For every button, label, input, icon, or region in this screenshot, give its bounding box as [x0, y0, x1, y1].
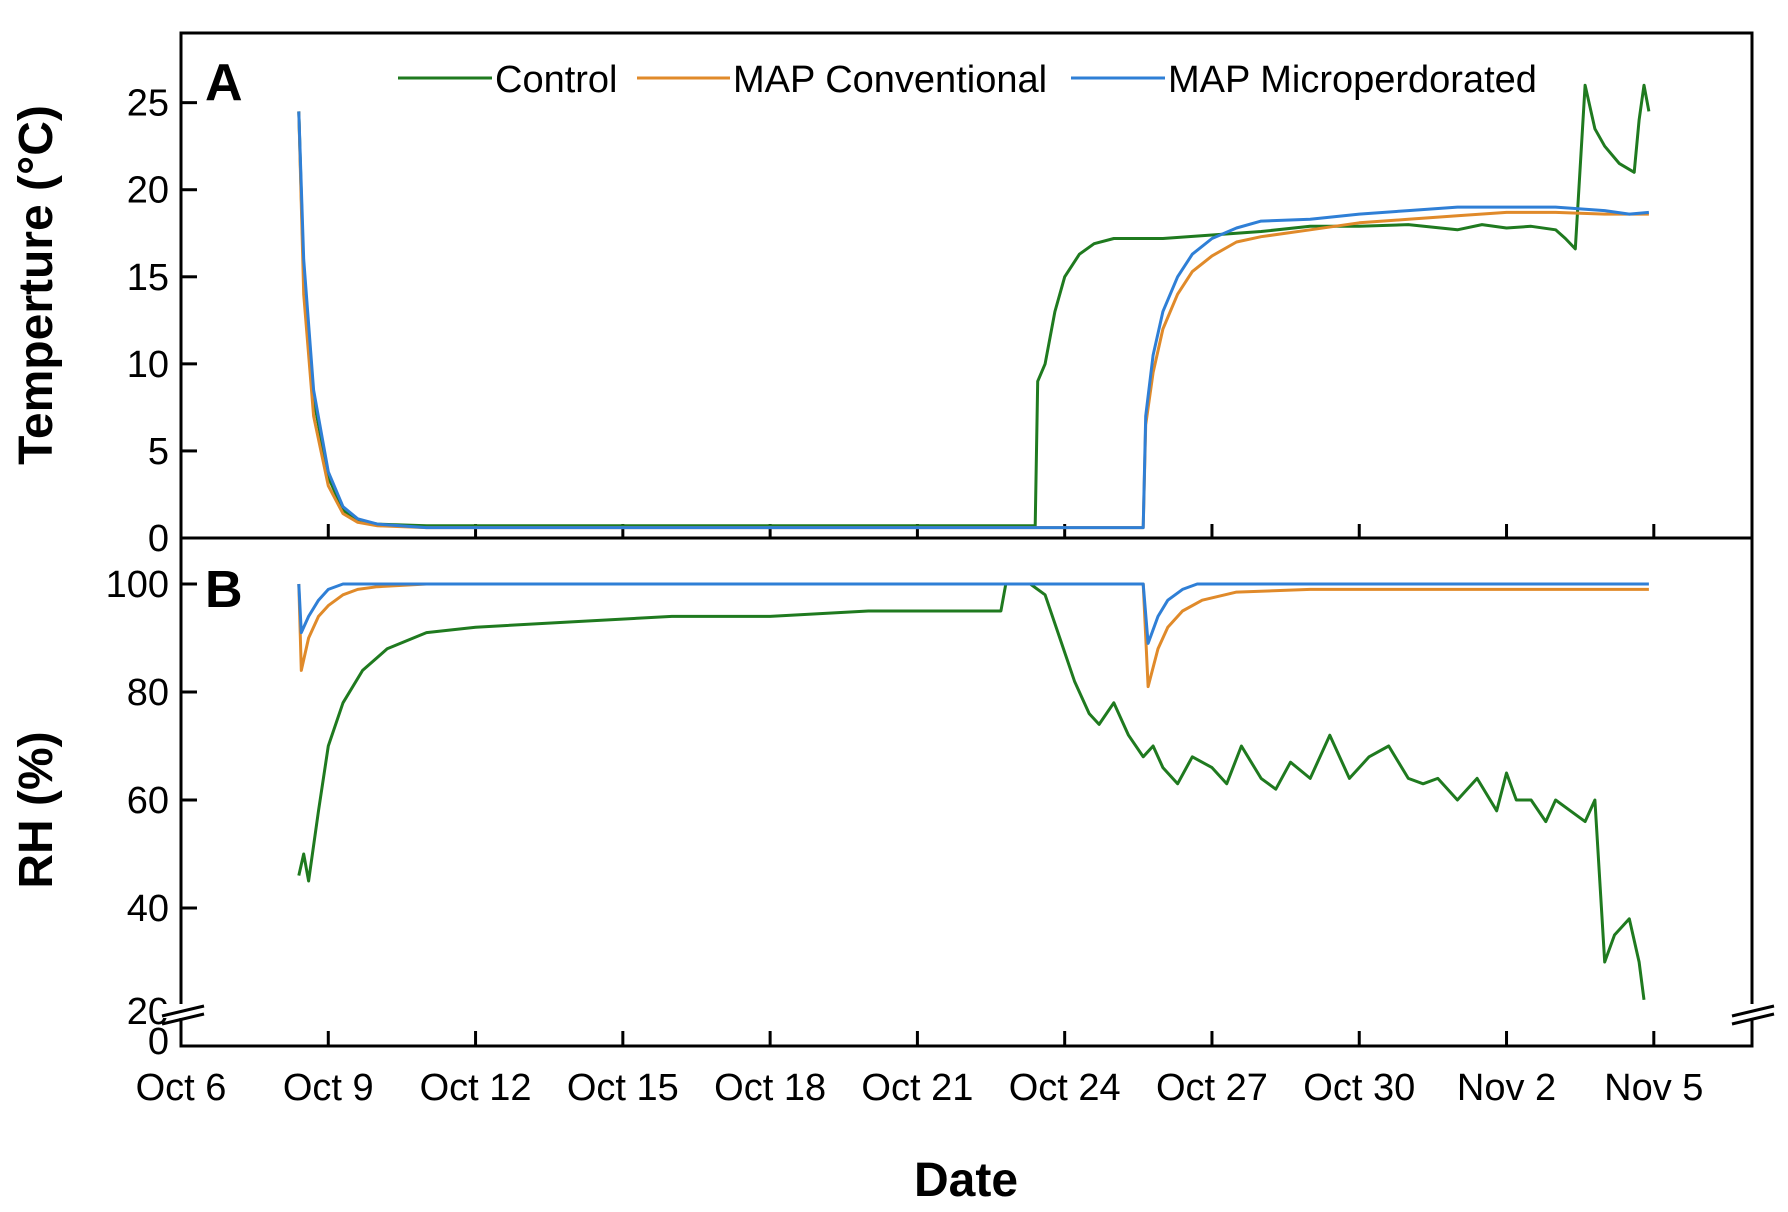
- panel-a-y-tick-label: 0: [148, 518, 169, 560]
- panel-a: A Temperture (°C) 0 5 10 15 20 25: [10, 31, 1754, 560]
- panel-b-y-tick-label: 0: [148, 1021, 169, 1063]
- x-axis-tick-labels: Oct 6 Oct 9 Oct 12 Oct 15 Oct 18 Oct 21 Oct 24…: [136, 1067, 1704, 1109]
- legend-label-control: Control: [495, 59, 618, 101]
- axis-break-right: [1730, 1004, 1776, 1026]
- legend: Control MAP Conventional MAP Microperdor…: [398, 59, 1537, 101]
- panel-a-series-map-conventional: [297, 111, 1649, 530]
- panel-b-series-map-microperdorated: [297, 582, 1649, 645]
- x-tick-label: Oct 24: [1009, 1067, 1121, 1109]
- x-tick-label: Oct 27: [1156, 1067, 1268, 1109]
- panel-b-x-ticks: [179, 1031, 1656, 1046]
- panel-b-frame: [179, 538, 1754, 1048]
- panel-a-series-map-microperdorated: [297, 111, 1650, 530]
- panel-b-y-tick-label: 80: [127, 672, 169, 714]
- panel-b-y-axis-title: RH (%): [10, 731, 63, 888]
- x-tick-label: Oct 30: [1303, 1067, 1415, 1109]
- x-tick-label: Oct 6: [136, 1067, 227, 1109]
- legend-label-map-microperforated: MAP Microperdorated: [1168, 59, 1537, 101]
- panel-a-y-tick-label: 10: [127, 344, 169, 386]
- panel-b-y-tick-label: 60: [127, 780, 169, 822]
- panel-a-y-axis-title: Temperture (°C): [10, 105, 63, 465]
- x-tick-label: Oct 12: [420, 1067, 532, 1109]
- x-tick-label: Oct 18: [714, 1067, 826, 1109]
- x-tick-label: Oct 15: [567, 1067, 679, 1109]
- panel-a-y-tick-label: 25: [127, 83, 169, 125]
- panel-b-y-tick-label: 100: [106, 564, 169, 606]
- panel-a-y-ticks: 0 5 10 15 20 25: [127, 83, 197, 560]
- x-tick-label: Nov 5: [1604, 1067, 1703, 1109]
- panel-a-y-tick-label: 5: [148, 431, 169, 473]
- panel-b-series-control: [297, 582, 1646, 1000]
- panel-a-x-ticks: [179, 524, 1656, 538]
- panel-a-series: [297, 83, 1651, 530]
- x-axis-title: Date: [914, 1154, 1018, 1207]
- panel-a-y-tick-label: 20: [127, 170, 169, 212]
- legend-label-map-conventional: MAP Conventional: [733, 59, 1047, 101]
- panel-b-series: [297, 582, 1649, 1000]
- x-tick-label: Oct 9: [283, 1067, 374, 1109]
- panel-b-y-tick-label: 40: [127, 888, 169, 930]
- panel-a-label: A: [205, 54, 243, 112]
- panel-a-y-tick-label: 15: [127, 257, 169, 299]
- panel-b-label: B: [205, 561, 243, 619]
- panel-a-frame: [179, 31, 1754, 538]
- axis-break-left: [160, 1004, 206, 1026]
- x-tick-label: Nov 2: [1457, 1067, 1556, 1109]
- x-tick-label: Oct 21: [861, 1067, 973, 1109]
